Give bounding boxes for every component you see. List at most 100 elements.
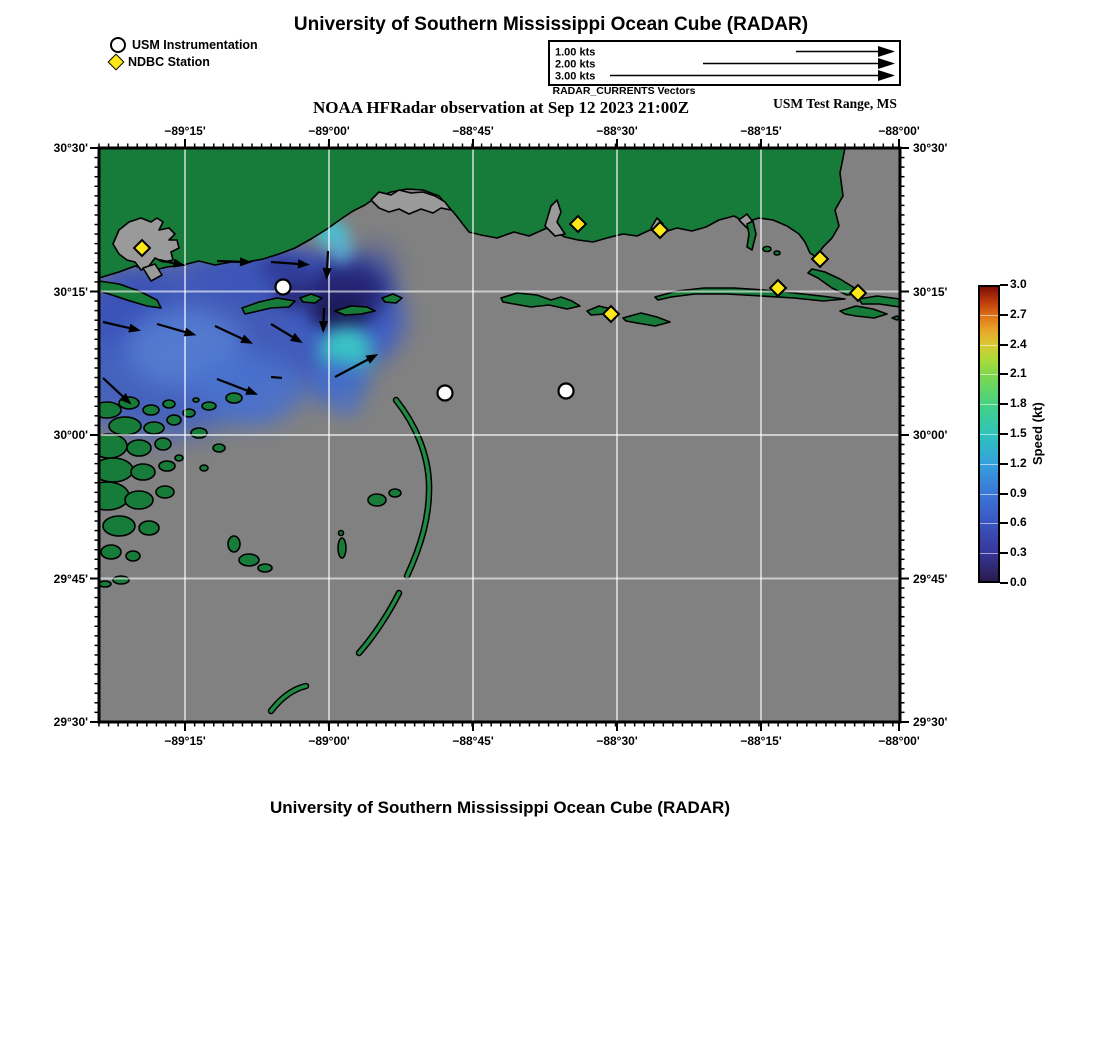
ndbc-diamond-icon (107, 53, 125, 71)
petit-bois-bit (891, 315, 900, 321)
map-frame (97, 146, 902, 724)
lon-label-bottom: −89°15' (164, 734, 206, 748)
chandeleur-islet-4 (337, 529, 345, 537)
ndbc-station-marker (650, 220, 670, 240)
lon-label-bottom: −88°45' (452, 734, 494, 748)
current-vector-arrow (270, 259, 310, 269)
observation-subtitle: NOAA HFRadar observation at Sep 12 2023 … (312, 98, 690, 117)
chandeleur-islet-2 (388, 488, 402, 498)
graticule (99, 148, 900, 722)
bay-st-louis (370, 189, 452, 215)
chandeleur-islet-3 (337, 537, 347, 559)
biloxi-bay (544, 199, 566, 237)
speed-blob (259, 256, 309, 280)
current-vector-arrow (270, 323, 303, 344)
current-vector-arrow (214, 325, 254, 344)
usm-instrument-marker (436, 384, 454, 402)
island-row-a (241, 297, 296, 315)
page-title: University of Southern Mississippi Ocean… (293, 14, 809, 35)
colorbar-tick-label: 2.4 (1010, 336, 1027, 351)
colorbar-tick-mark (1000, 582, 1008, 584)
current-vector-arrow (270, 375, 283, 380)
colorbar-tick-mark (1000, 522, 1008, 525)
chandeleur-islet-1 (367, 493, 387, 507)
colorbar-tick-line (980, 523, 998, 525)
lat-label-right: 29°30' (913, 715, 948, 729)
colorbar-tick-label: 2.1 (1010, 366, 1027, 381)
cat-island (500, 292, 581, 310)
ndbc-station-marker (568, 214, 588, 234)
legend-row-usm: USM Instrumentation (110, 37, 258, 53)
lon-label-top: −88°45' (452, 124, 494, 138)
vector-scale-label: 2.00 kts (555, 59, 595, 71)
colorbar-tick-label: 0.6 (1010, 515, 1027, 530)
colorbar-tick-line (980, 463, 998, 465)
colorbar-tick-mark (1000, 284, 1008, 286)
colorbar-tick-mark (1000, 313, 1008, 316)
colorbar-tick-label: 1.8 (1010, 396, 1027, 411)
lat-label-left: 29°30' (53, 715, 88, 729)
lon-label-top: −88°15' (740, 124, 782, 138)
lon-label-top: −89°00' (308, 124, 350, 138)
colorbar-tick-line (980, 374, 998, 376)
legend-row-ndbc: NDBC Station (107, 53, 258, 71)
vector-scale-box: 1.00 kts 2.00 kts 3.00 kts (548, 40, 901, 86)
colorbar-tick-label: 0.0 (1010, 575, 1027, 589)
vector-scale-label: 3.00 kts (555, 71, 595, 83)
lat-label-left: 29°45' (53, 571, 88, 586)
colorbar-tick-mark (1000, 373, 1008, 376)
ndbc-station-marker (810, 249, 830, 269)
colorbar-tick-label: 2.7 (1010, 306, 1027, 321)
current-vector-arrow (102, 320, 142, 333)
speed-blob (309, 361, 369, 405)
islet-2 (773, 250, 781, 256)
lat-label-left: 30°30' (53, 141, 88, 155)
ndbc-station-marker (601, 304, 621, 324)
current-vector-arrow (156, 322, 197, 337)
island-row-b (299, 293, 323, 304)
current-vectors (102, 250, 379, 405)
usm-instrument-marker (274, 278, 292, 296)
left-bay-channel (142, 263, 163, 282)
current-vector-arrow (158, 258, 186, 268)
colorbar-tick-mark (1000, 462, 1008, 465)
chandeleur-islands (269, 398, 431, 713)
colorbar-tick-label: 1.2 (1010, 455, 1027, 470)
colorbar-tick-label: 1.5 (1010, 426, 1027, 440)
island-row-c (334, 305, 376, 316)
ship-island-east (622, 312, 671, 327)
colorbar-tick-line (980, 493, 998, 495)
dauphin-island (858, 295, 900, 308)
ndbc-station-marker (132, 238, 152, 258)
lon-label-bottom: −88°15' (740, 734, 782, 748)
lat-label-left: 30°15' (53, 284, 88, 299)
colorbar-tick-line (980, 434, 998, 435)
vector-legend-caption: RADAR_CURRENTS Vectors (552, 85, 696, 97)
current-vector-arrow (216, 377, 259, 395)
colorbar-tick-label: 0.3 (1010, 545, 1027, 560)
ndbc-station-marker (848, 283, 868, 303)
petit-bois-island (839, 305, 888, 319)
colorbar-tick-mark (1000, 552, 1008, 555)
colorbar-tick-label: 3.0 (1010, 277, 1027, 291)
lat-label-left: 30°00' (53, 428, 88, 442)
islet-1 (762, 245, 772, 253)
vector-scale-label: 1.00 kts (555, 47, 595, 59)
colorbar-tick-mark (1000, 433, 1008, 435)
current-vector-arrow (322, 250, 332, 280)
marker-legend: USM Instrumentation NDBC Station (107, 37, 258, 71)
colorbar-tick-line (980, 553, 998, 555)
current-vector-arrow (216, 257, 252, 267)
usm-instrument-marker (557, 382, 575, 400)
colorbar-tick-mark (1000, 403, 1008, 406)
lat-label-right: 30°00' (913, 428, 948, 442)
speed-blob (332, 396, 360, 416)
colorbar-tick-label: 0.9 (1010, 485, 1027, 500)
colorbar-tick-mark (1000, 492, 1008, 495)
station-markers (132, 214, 868, 402)
colorbar-label: Speed (kt) (1030, 402, 1045, 466)
colorbar-tick-mark (1000, 343, 1008, 346)
lon-label-bottom: −88°00' (878, 734, 920, 748)
lat-label-right: 30°30' (913, 141, 948, 155)
current-vector-arrow (334, 353, 379, 378)
